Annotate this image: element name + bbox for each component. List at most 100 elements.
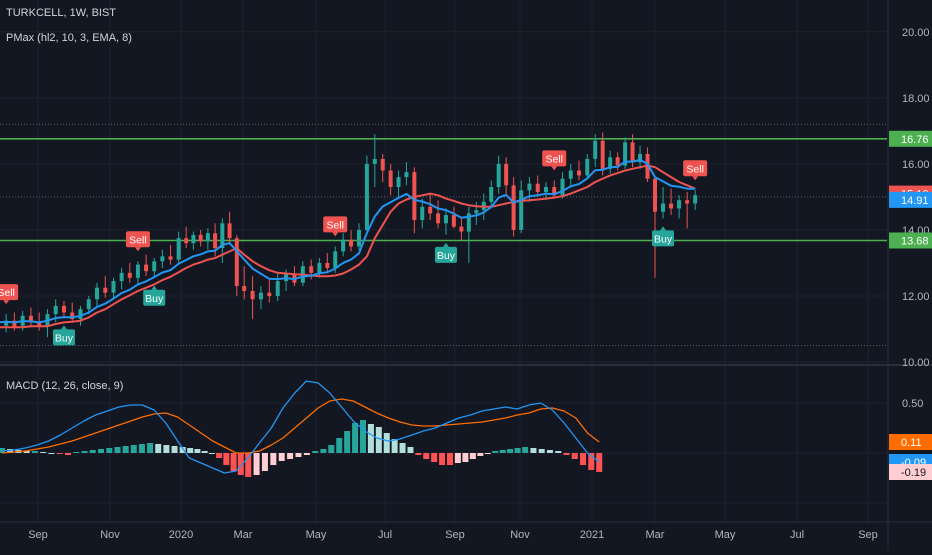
time-axis-label: Mar (646, 529, 665, 541)
candle-body (568, 170, 573, 179)
candle-body (372, 158, 377, 164)
candle-body (103, 287, 108, 293)
symbol-title: TURKCELL, 1W, BIST (6, 7, 117, 19)
macd-histogram-bar (492, 451, 499, 453)
price-badge (889, 191, 932, 208)
candle-body (275, 281, 280, 296)
time-axis-label: May (306, 529, 327, 541)
macd-histogram-bar (546, 450, 553, 453)
candle-body (693, 195, 698, 204)
candle-body (70, 312, 75, 320)
macd-axis-label: 0.50 (902, 398, 923, 410)
macd-histogram-bar (31, 451, 38, 453)
signal-sell: Sell (683, 160, 708, 181)
price-axis-label: 18.00 (902, 93, 930, 105)
macd-histogram-bar (399, 443, 406, 453)
candle-body (669, 203, 674, 209)
candle-body (258, 292, 263, 300)
candle-body (459, 226, 464, 232)
candle-body (234, 238, 239, 287)
macd-histogram-bar (484, 453, 491, 454)
macd-histogram-bar (571, 453, 578, 459)
macd-histogram-bar (223, 453, 230, 465)
macd-histogram-bar (81, 451, 88, 453)
time-axis-label: Jul (378, 529, 392, 541)
signal-box (323, 216, 348, 233)
macd-histogram-bar (303, 453, 310, 455)
candle-body (37, 322, 42, 326)
macd-histogram-bar (130, 445, 137, 453)
price-badge-label: 13.68 (901, 235, 929, 247)
signal-pointer (692, 176, 699, 181)
candle-body (527, 183, 532, 191)
macd-badge-label: -0.19 (901, 467, 926, 479)
macd-histogram-bar (187, 448, 194, 453)
macd-histogram-bar (7, 449, 14, 453)
macd-histogram-bar (352, 423, 359, 453)
signal-pointer (660, 226, 667, 231)
macd-title: MACD (12, 26, close, 9) (6, 380, 124, 392)
signal-buy: Buy (143, 285, 166, 306)
macd-histogram-bar (588, 453, 595, 470)
macd-histogram-bar (407, 447, 414, 453)
candle-body (267, 292, 272, 296)
macd-badge (889, 464, 932, 480)
candle-body (535, 183, 540, 192)
candle-body (78, 309, 83, 320)
candle-body (552, 187, 557, 196)
candle-body (184, 238, 189, 244)
macd-histogram-bar (147, 443, 154, 453)
candle-body (489, 187, 494, 202)
macd-histogram-bar (122, 446, 129, 453)
candle-body (388, 170, 393, 187)
candle-body (661, 203, 666, 212)
signal-box (683, 160, 708, 177)
candle-body (220, 223, 225, 249)
candle-body (325, 262, 330, 268)
price-axis-label: 10.00 (902, 357, 930, 369)
candle-body (436, 213, 441, 224)
macd-histogram-bar (462, 453, 469, 462)
time-axis-label: Nov (100, 529, 120, 541)
signal-pointer (3, 300, 10, 305)
macd-histogram-bar (295, 453, 302, 457)
macd-histogram-bar (454, 453, 461, 463)
macd-histogram-bar (530, 448, 537, 453)
macd-histogram-bar (56, 453, 63, 454)
candle-body (577, 170, 582, 176)
signal-pointer (60, 325, 67, 330)
pmax-line (0, 164, 696, 329)
signal-box (542, 150, 567, 167)
macd-histogram-bar (138, 444, 145, 453)
signal-box (0, 284, 19, 301)
candle-body (160, 256, 165, 262)
macd-histogram-bar (253, 453, 260, 475)
signal-label: Buy (437, 250, 456, 262)
candle-body (191, 234, 196, 244)
candle-body (309, 266, 314, 273)
price-axis-label: 12.00 (902, 291, 930, 303)
signal-label: Sell (0, 287, 15, 299)
candle-body (176, 238, 181, 260)
signal-label: Buy (654, 233, 673, 245)
signal-label: Buy (145, 293, 164, 305)
macd-histogram-bar (469, 453, 476, 459)
macd-histogram-bar (555, 451, 562, 453)
macd-histogram-bar (499, 450, 506, 453)
price-badge (889, 232, 932, 249)
candle-body (504, 163, 509, 186)
macd-histogram-bar (312, 451, 319, 453)
macd-badge (889, 434, 932, 450)
macd-histogram-bar (446, 453, 453, 465)
time-axis-label: Sep (28, 529, 48, 541)
macd-histogram-bar (320, 449, 327, 453)
macd-histogram-bar (171, 446, 178, 453)
price-badge-label: 14.91 (901, 195, 929, 207)
signal-sell: Sell (542, 150, 567, 171)
candle-body (466, 213, 471, 232)
candle-body (198, 234, 203, 242)
macd-histogram-bar (261, 453, 268, 471)
signal-box (652, 230, 675, 247)
price-badge (889, 130, 932, 147)
